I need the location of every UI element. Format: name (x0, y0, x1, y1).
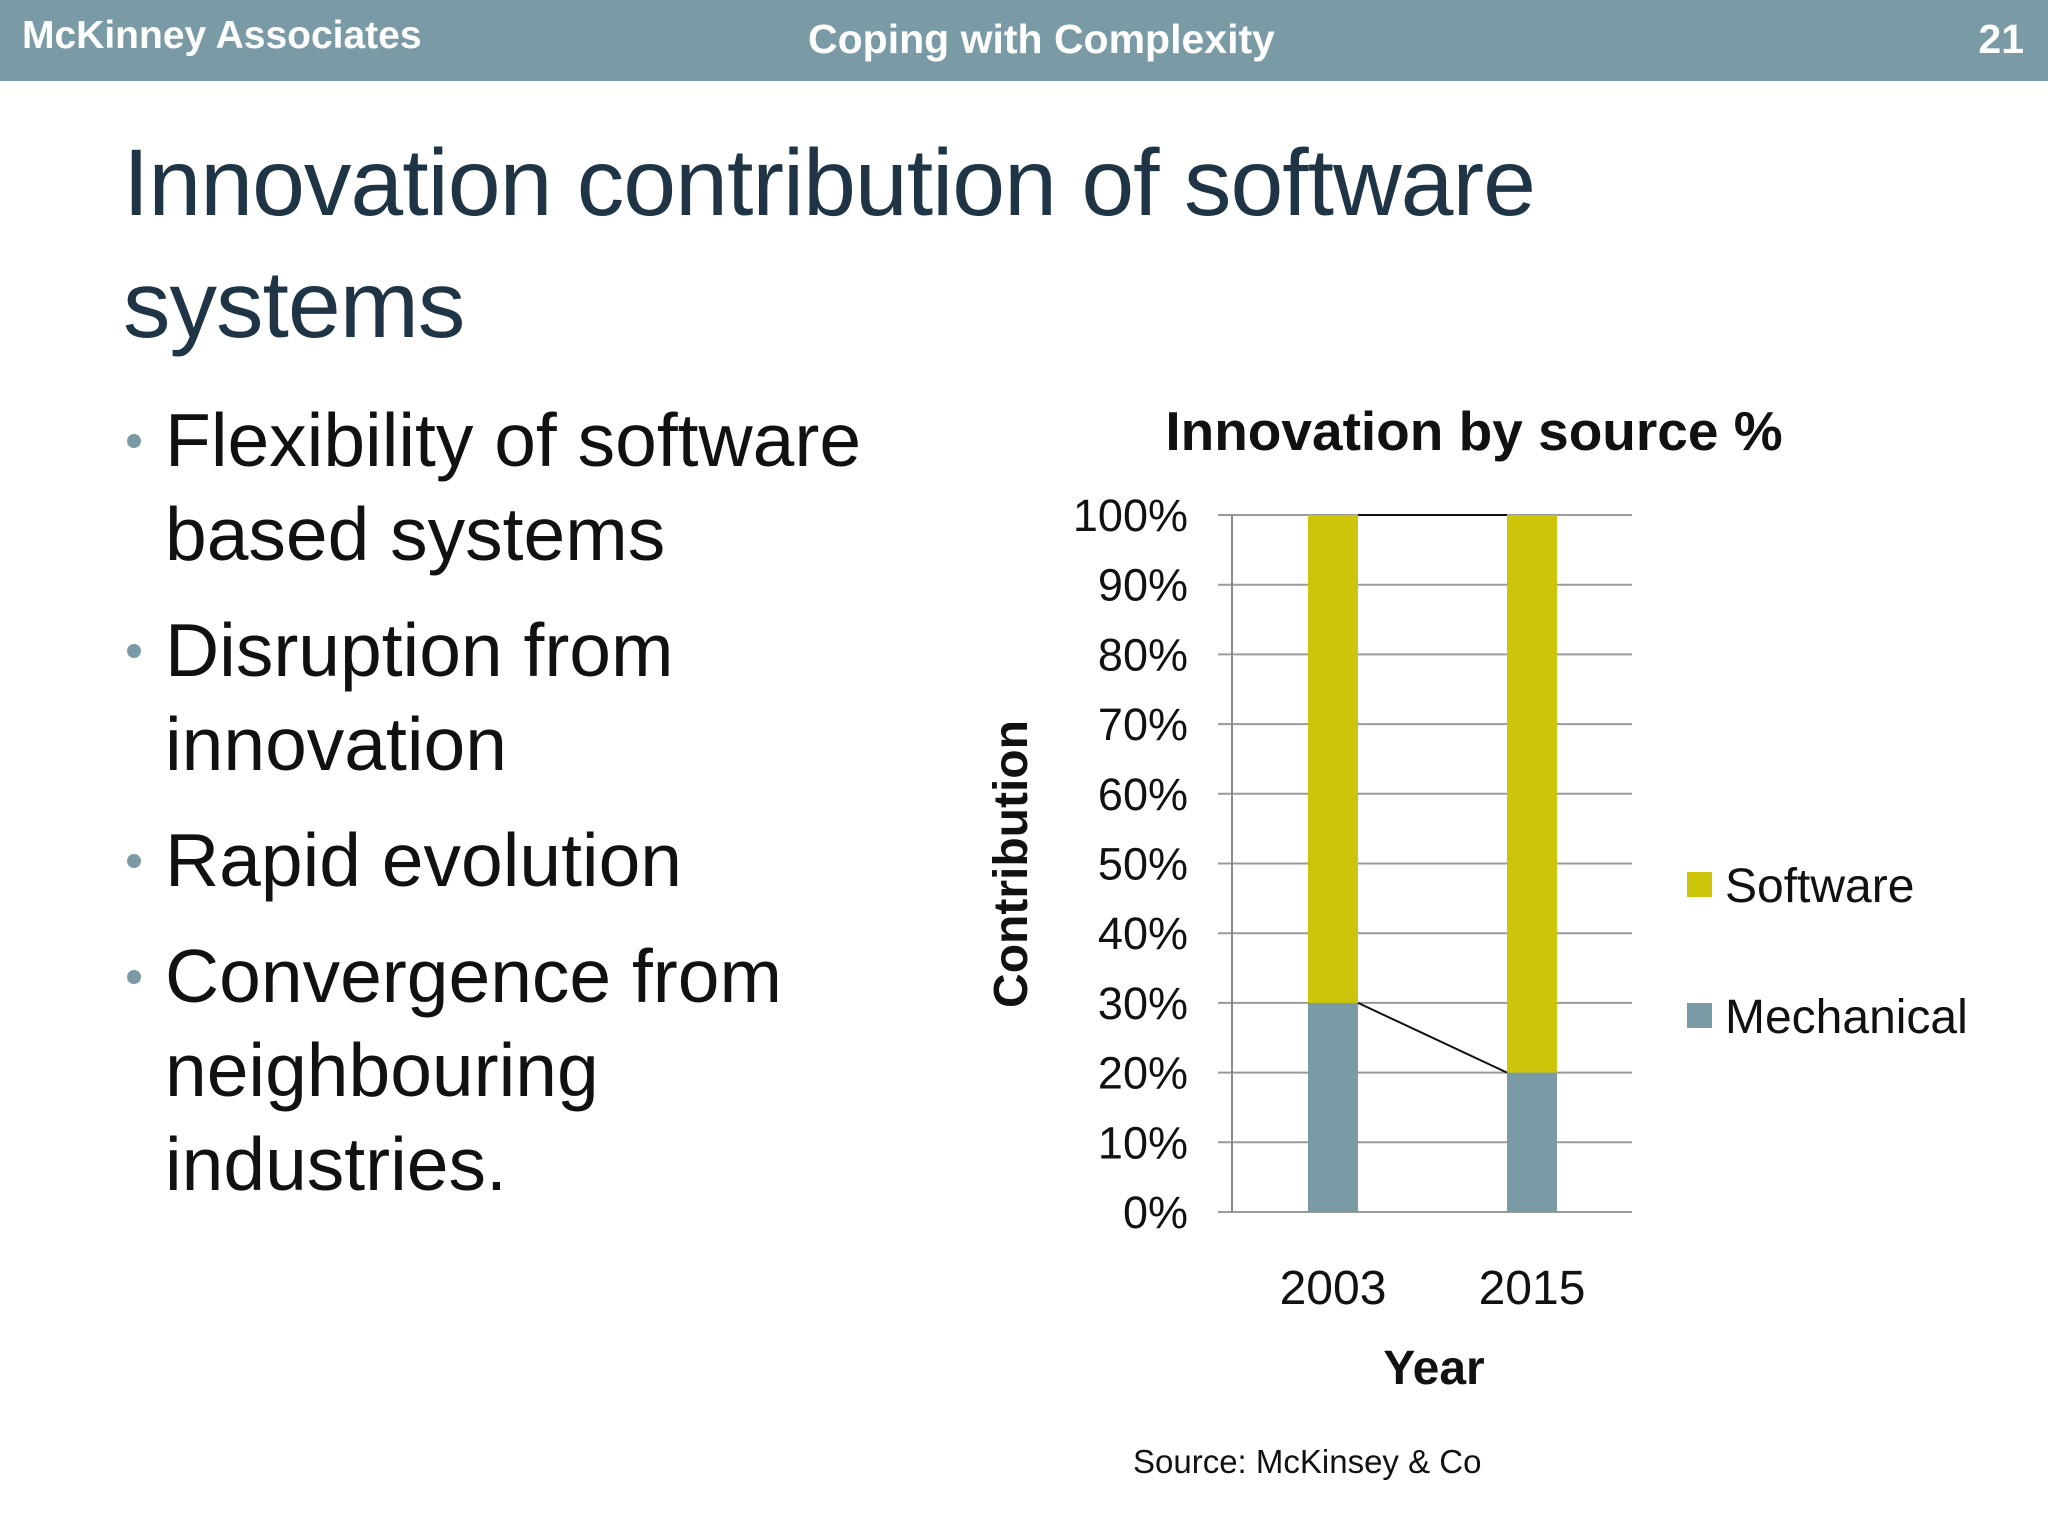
bar-software-2003 (1308, 515, 1358, 1003)
page-number: 21 (1978, 16, 2024, 62)
x-tick-label: 2003 (1280, 1262, 1387, 1315)
y-tick-label: 30% (1098, 978, 1188, 1029)
legend-label-mechanical: Mechanical (1725, 991, 1968, 1044)
y-tick-label: 40% (1098, 908, 1188, 959)
bullet-dot-icon (127, 854, 141, 868)
legend-swatch-mechanical (1687, 1003, 1712, 1028)
series-line-mechanical (1357, 1001, 1508, 1074)
y-tick-label: 100% (1073, 490, 1188, 541)
bar-mechanical-2003 (1308, 1002, 1358, 1212)
bullet-text: Convergence from neighbouring industries… (165, 934, 782, 1206)
bullet-dot-icon (127, 434, 141, 448)
x-tick-label: 2015 (1479, 1262, 1586, 1315)
y-tick-label: 90% (1098, 560, 1188, 611)
bullet-text: Flexibility of software based systems (165, 398, 862, 576)
y-tick-label: 80% (1098, 629, 1188, 680)
legend-swatch-software (1687, 872, 1712, 897)
y-tick-label: 20% (1098, 1048, 1188, 1099)
bullet-item: Disruption from innovation (123, 603, 943, 791)
y-tick-label: 70% (1098, 699, 1188, 750)
bullet-list: Flexibility of software based systems Di… (123, 393, 943, 1233)
source-note: Source: McKinsey & Co (1133, 1443, 1482, 1480)
company-name: McKinney Associates (22, 14, 422, 57)
y-tick-label: 50% (1098, 839, 1188, 890)
y-tick-label: 60% (1098, 769, 1188, 820)
header-bar: McKinney Associates Coping with Complexi… (0, 0, 2048, 81)
bullet-item: Rapid evolution (123, 813, 943, 907)
x-axis-label: Year (1383, 1342, 1484, 1395)
y-axis-label: Contribution (985, 720, 1038, 1008)
slide-title: Innovation contribution of software syst… (123, 130, 1536, 358)
section-title: Coping with Complexity (808, 16, 1275, 62)
bar-software-2015 (1507, 515, 1557, 1073)
bullet-dot-icon (127, 644, 141, 658)
bullet-item: Convergence from neighbouring industries… (123, 929, 943, 1211)
bullet-text: Disruption from innovation (165, 608, 674, 786)
bar-mechanical-2015 (1507, 1072, 1557, 1212)
chart-title: Innovation by source % (1165, 400, 1782, 462)
legend-label-software: Software (1725, 860, 1914, 913)
bullet-item: Flexibility of software based systems (123, 393, 943, 581)
bullet-text: Rapid evolution (165, 818, 683, 902)
bullet-dot-icon (127, 970, 141, 984)
y-tick-label: 10% (1098, 1117, 1188, 1168)
y-tick-label: 0% (1123, 1187, 1188, 1238)
